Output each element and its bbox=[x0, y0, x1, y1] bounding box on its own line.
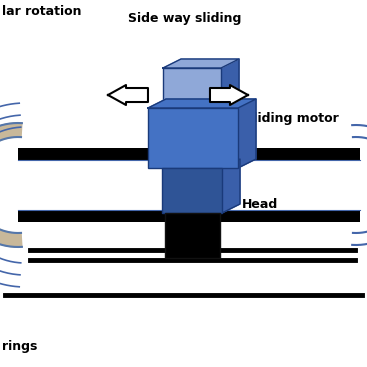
Text: Side way sliding: Side way sliding bbox=[128, 12, 241, 25]
Polygon shape bbox=[148, 99, 256, 108]
Polygon shape bbox=[352, 125, 367, 245]
Bar bbox=[148, 108, 238, 168]
Polygon shape bbox=[0, 123, 22, 247]
Text: lar rotation: lar rotation bbox=[2, 5, 81, 18]
Bar bbox=[18, 148, 360, 160]
Text: rings: rings bbox=[2, 340, 37, 353]
Bar bbox=[163, 68, 221, 108]
Text: Head: Head bbox=[242, 198, 278, 211]
Polygon shape bbox=[221, 59, 239, 108]
Text: >: > bbox=[232, 112, 243, 125]
Bar bbox=[162, 168, 222, 213]
Polygon shape bbox=[108, 85, 148, 105]
Polygon shape bbox=[210, 85, 248, 105]
Text: Sliding motor: Sliding motor bbox=[240, 112, 339, 125]
Bar bbox=[18, 210, 360, 222]
Bar bbox=[165, 213, 220, 258]
Polygon shape bbox=[163, 59, 239, 68]
Polygon shape bbox=[238, 99, 256, 168]
Polygon shape bbox=[222, 159, 240, 213]
